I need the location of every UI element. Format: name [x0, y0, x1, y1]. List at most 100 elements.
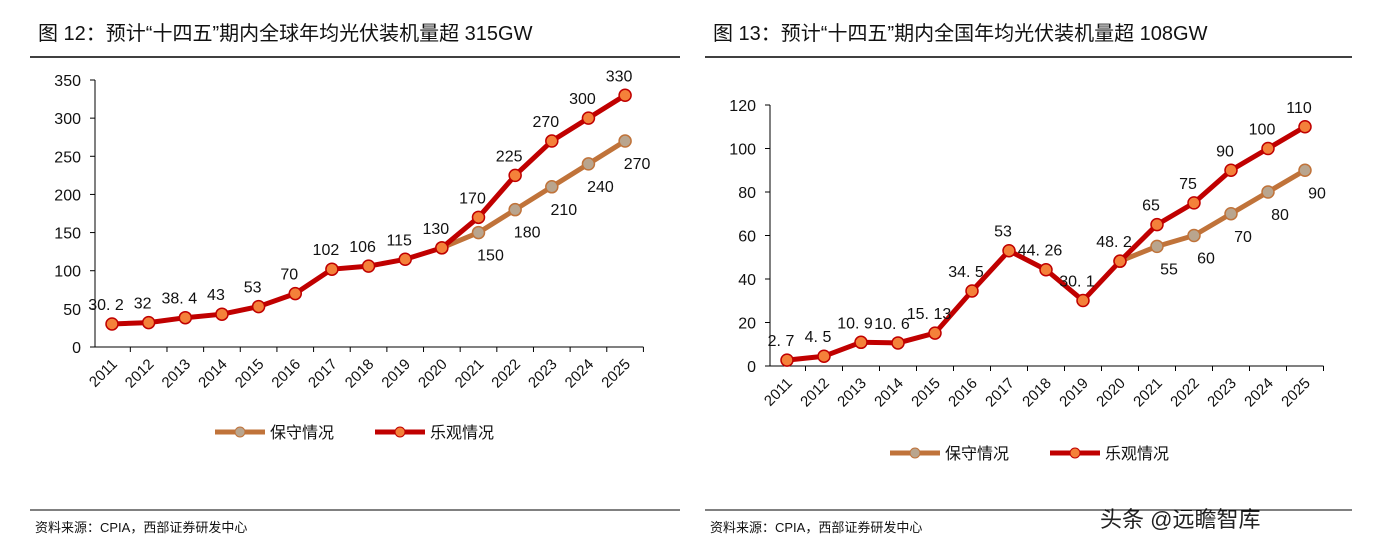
chart-title: 图 12：预计“十四五”期内全球年均光伏装机量超 315GW [38, 22, 533, 45]
data-label: 170 [459, 190, 486, 207]
y-tick-label: 250 [54, 149, 81, 166]
y-tick-label: 40 [738, 272, 756, 289]
data-point [581, 157, 596, 171]
data-label: 270 [532, 114, 559, 131]
data-label: 32 [134, 296, 152, 313]
x-tick-label: 2016 [268, 356, 304, 392]
data-point [361, 259, 376, 273]
data-label: 53 [244, 280, 262, 297]
data-label: 240 [587, 179, 614, 196]
y-tick-label: 80 [738, 185, 756, 202]
data-label: 130 [422, 221, 449, 238]
data-point [215, 307, 229, 321]
x-tick-label: 2019 [1056, 375, 1092, 411]
data-point [1187, 196, 1201, 210]
x-tick-label: 2020 [1093, 375, 1129, 411]
data-point [1298, 120, 1312, 134]
chart-13: 图 13：预计“十四五”期内全国年均光伏装机量超 108GW 0 20 40 60 80 1… [705, 22, 1352, 535]
legend-label: 保守情况 [945, 445, 1009, 463]
data-point [435, 241, 449, 255]
data-point [1261, 141, 1275, 156]
legend-marker [394, 426, 406, 438]
data-label: 210 [550, 202, 577, 219]
data-point [581, 111, 596, 125]
data-point [545, 134, 559, 148]
data-label: 330 [606, 68, 633, 85]
data-label: 60 [1197, 251, 1215, 268]
x-tick-label: 2017 [982, 375, 1018, 411]
data-point [251, 299, 266, 314]
x-tick-label: 2022 [1167, 375, 1203, 411]
x-tick-label: 2011 [761, 375, 796, 410]
data-point [1150, 217, 1164, 232]
y-tick-label: 50 [63, 302, 81, 319]
data-point [780, 353, 794, 367]
x-tick-label: 2018 [1019, 375, 1055, 411]
x-tick-label: 2015 [232, 356, 268, 392]
data-point [928, 326, 942, 340]
y-tick-label: 100 [54, 264, 81, 281]
x-tick-label: 2024 [1241, 375, 1277, 411]
y-tick-label: 0 [72, 340, 81, 357]
y-tick-label: 150 [54, 226, 81, 243]
legend-label: 乐观情况 [430, 424, 494, 442]
data-label: 10. 9 [837, 315, 873, 332]
x-tick-label: 2025 [1278, 375, 1314, 411]
legend-label: 乐观情况 [1105, 445, 1169, 463]
x-tick-label: 2019 [378, 356, 414, 392]
x-tick-label: 2012 [122, 356, 158, 392]
data-point [1224, 207, 1238, 221]
data-label: 30. 2 [88, 297, 124, 314]
legend-marker [909, 447, 921, 459]
data-label: 53 [994, 224, 1012, 241]
data-label: 10. 6 [874, 316, 910, 333]
y-tick-label: 300 [54, 111, 81, 128]
x-tick-label: 2012 [797, 375, 833, 411]
data-label: 38. 4 [162, 291, 198, 308]
data-point [1298, 163, 1312, 177]
x-tick-label: 2013 [834, 375, 870, 411]
x-tick-label: 2025 [598, 356, 634, 392]
data-label: 15. 13 [907, 306, 952, 323]
chart-12: 图 12：预计“十四五”期内全球年均光伏装机量超 315GW 0 50 100 150 2… [30, 22, 680, 535]
y-tick-label: 20 [738, 316, 756, 333]
data-point [965, 284, 979, 298]
data-point [854, 335, 868, 350]
data-label: 90 [1308, 185, 1326, 202]
x-tick-label: 2022 [488, 356, 524, 392]
chart-title: 图 13：预计“十四五”期内全国年均光伏装机量超 108GW [713, 22, 1208, 45]
legend-marker [234, 426, 246, 438]
data-label: 100 [1249, 122, 1276, 139]
data-point [1224, 163, 1238, 177]
x-tick-label: 2017 [305, 356, 341, 392]
x-tick-label: 2014 [195, 356, 231, 392]
data-label: 44. 26 [1018, 243, 1063, 260]
legend-marker [1069, 447, 1081, 459]
data-point [618, 88, 632, 103]
data-point [105, 317, 119, 331]
data-label: 65 [1142, 198, 1160, 215]
data-label: 300 [569, 91, 596, 108]
data-label: 70 [1234, 229, 1252, 246]
x-tick-label: 2018 [342, 356, 378, 392]
y-tick-label: 100 [729, 142, 756, 159]
data-label: 43 [207, 287, 225, 304]
data-point [1261, 185, 1275, 199]
data-point [1076, 293, 1090, 308]
y-tick-label: 200 [54, 187, 81, 204]
data-point [141, 315, 156, 330]
data-label: 48. 2 [1096, 234, 1132, 251]
data-point [1002, 243, 1016, 258]
data-point [398, 252, 412, 267]
data-point [891, 336, 905, 350]
data-point [1187, 228, 1201, 243]
data-label: 4. 5 [805, 329, 832, 346]
data-point [508, 202, 522, 217]
data-point [288, 286, 302, 301]
y-tick-label: 0 [747, 359, 756, 376]
source-note: 资料来源：CPIA，西部证券研发中心 [710, 520, 922, 535]
data-label: 34. 5 [948, 264, 984, 281]
data-label: 90 [1216, 143, 1234, 160]
data-point [618, 134, 632, 148]
